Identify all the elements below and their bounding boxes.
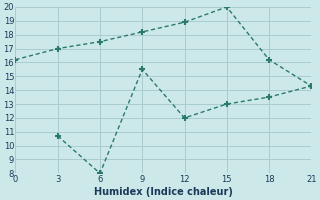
X-axis label: Humidex (Indice chaleur): Humidex (Indice chaleur)	[94, 187, 233, 197]
